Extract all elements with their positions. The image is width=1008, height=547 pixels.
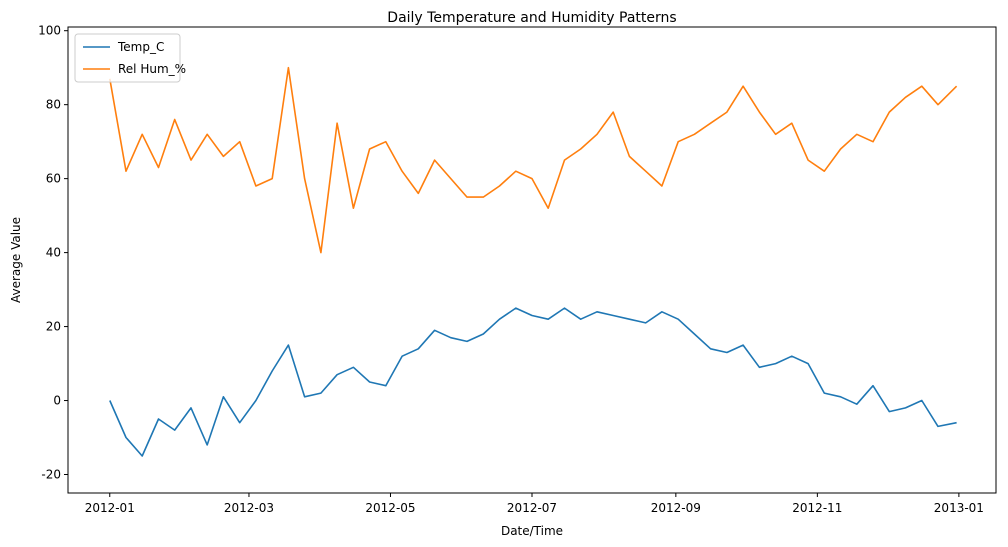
x-tick-label: 2012-01 (85, 501, 135, 515)
x-tick-label: 2012-11 (792, 501, 842, 515)
y-tick-label: 100 (38, 24, 61, 38)
series-layer (109, 66, 958, 457)
y-tick-label: -20 (41, 468, 61, 482)
plot-background (68, 27, 996, 493)
series-line-temp (109, 307, 957, 457)
y-tick-label: 0 (53, 394, 61, 408)
x-tick-label: 2012-09 (651, 501, 701, 515)
y-tick-label: 80 (46, 98, 61, 112)
x-axis-title: Date/Time (501, 524, 563, 538)
chart-title: Daily Temperature and Humidity Patterns (387, 10, 676, 26)
y-tick-label: 60 (46, 172, 61, 186)
x-tick-label: 2012-07 (507, 501, 557, 515)
x-tick-label: 2012-03 (224, 501, 274, 515)
x-tick-label: 2013-01 (934, 501, 984, 515)
y-axis-title: Average Value (9, 217, 23, 303)
y-tick-label: 40 (46, 246, 61, 260)
legend-box (74, 33, 181, 83)
axes-layer: -20 0 20 40 60 80 100 2012-01 2012-03 2012-05 2012… (38, 24, 984, 515)
legend: Temp_C Rel Hum_% (74, 33, 186, 83)
plot-frame (67, 26, 997, 494)
series-line-humidity (109, 66, 958, 254)
legend-label-hum: Rel Hum_% (118, 62, 186, 76)
x-tick-label: 2012-05 (365, 501, 415, 515)
legend-label-temp: Temp_C (117, 40, 164, 54)
y-tick-label: 20 (46, 320, 61, 334)
